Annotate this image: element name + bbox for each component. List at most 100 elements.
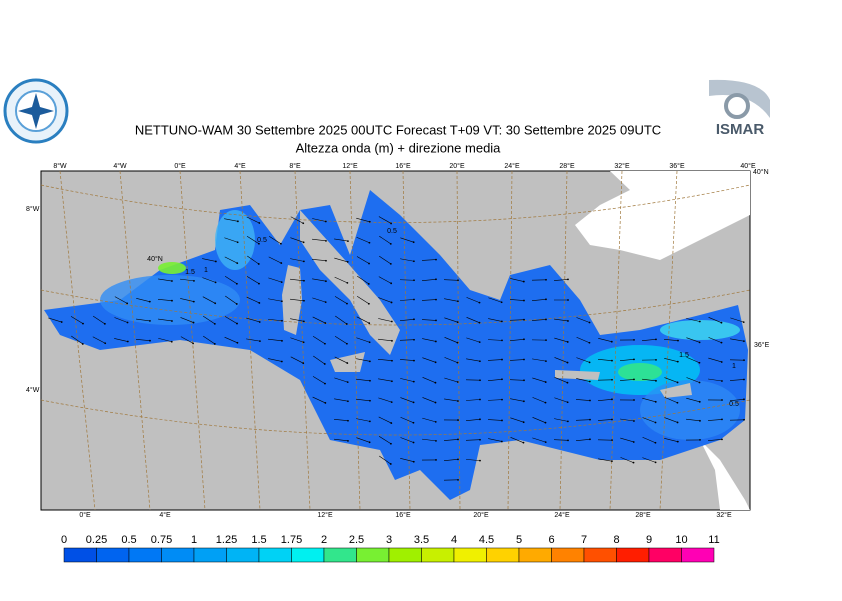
arrow-head xyxy=(236,323,238,325)
colorbar-box xyxy=(64,548,97,562)
arrow-head xyxy=(413,318,415,320)
colorbar-box xyxy=(552,548,585,562)
arrow-head xyxy=(435,421,437,423)
arrow-head xyxy=(435,459,437,461)
arrow-head xyxy=(567,299,569,301)
arrow-head xyxy=(171,341,173,343)
arrow-head xyxy=(655,461,657,463)
arrow-head xyxy=(413,442,415,444)
arrow-head xyxy=(214,302,216,304)
longitude-label: 12°E xyxy=(317,511,333,519)
arrow-head xyxy=(633,399,635,401)
arrow-head xyxy=(435,341,437,343)
arrow-head xyxy=(567,341,569,343)
arrow-head xyxy=(589,419,591,421)
longitude-label: 28°E xyxy=(635,511,651,519)
arrow-head xyxy=(281,340,283,342)
arrow-head xyxy=(633,420,635,422)
arrow-head xyxy=(324,383,326,385)
logo-left xyxy=(5,80,67,142)
arrow-head xyxy=(457,300,459,302)
arrow-head xyxy=(479,360,481,362)
arrow-head xyxy=(149,340,151,342)
arrow-head xyxy=(655,359,657,361)
arrow-head xyxy=(325,260,327,262)
colorbar-label: 3 xyxy=(386,534,392,546)
arrow-head xyxy=(611,398,613,400)
subtitle: Altezza onda (m) + direzione media xyxy=(296,140,502,155)
arrow-head xyxy=(743,398,745,400)
arrow-head xyxy=(391,360,393,362)
arrow-head xyxy=(567,382,569,384)
arrow-head xyxy=(413,260,415,262)
arrow-head xyxy=(501,420,503,422)
arrow-head xyxy=(368,263,370,265)
arrow-head xyxy=(192,343,194,345)
arrow-head xyxy=(391,302,393,304)
arrow-head xyxy=(523,421,525,423)
arrow-head xyxy=(346,343,348,345)
arrow-head xyxy=(127,322,129,324)
arrow-head xyxy=(237,342,239,344)
arrow-head xyxy=(545,360,547,362)
colorbar-box xyxy=(422,548,455,562)
arrow-head xyxy=(281,361,283,363)
colorbar-label: 1.5 xyxy=(251,534,266,546)
longitude-label: 32°E xyxy=(614,162,630,170)
arrow-head xyxy=(721,438,723,440)
colorbar-label: 4 xyxy=(451,534,457,546)
arrow-head xyxy=(501,339,503,341)
arrow-head xyxy=(215,282,217,284)
arrow-head xyxy=(237,220,239,222)
colorbar-label: 0 xyxy=(61,534,67,546)
arrow-head xyxy=(721,399,723,401)
arrow-head xyxy=(479,399,481,401)
arrow-head xyxy=(567,362,569,364)
arrow-head xyxy=(435,361,437,363)
arrow-head xyxy=(369,242,371,244)
arrow-head xyxy=(457,479,459,481)
arrow-head xyxy=(699,382,701,384)
arrow-head xyxy=(193,322,195,324)
arrow-head xyxy=(699,401,701,403)
colorbar-label: 1.75 xyxy=(281,534,302,546)
arrow-head xyxy=(699,321,701,323)
arrow-head xyxy=(721,361,723,363)
colorbar-box xyxy=(584,548,617,562)
colorbar-box xyxy=(454,548,487,562)
arrow-head xyxy=(677,422,679,424)
arrow-head xyxy=(391,401,393,403)
colorbar-label: 2.5 xyxy=(349,534,364,546)
arrow-head xyxy=(325,280,327,282)
arrow-head xyxy=(368,322,370,324)
arrow-head xyxy=(567,439,569,441)
arrow-head xyxy=(567,278,569,280)
longitude-label: 20°E xyxy=(449,162,465,170)
arrow-head xyxy=(589,361,591,363)
colorbar-box xyxy=(194,548,227,562)
longitude-label: 16°E xyxy=(395,162,411,170)
colorbar-label: 11 xyxy=(708,534,719,546)
arrow-head xyxy=(523,338,525,340)
arrow-head xyxy=(699,439,701,441)
arrow-head xyxy=(633,379,635,381)
contour-label: 1 xyxy=(204,267,208,274)
arrow-head xyxy=(126,302,128,304)
logo-right: ISMAR xyxy=(709,79,770,141)
colorbar-box xyxy=(162,548,195,562)
arrow-head xyxy=(324,322,326,324)
arrow-head xyxy=(347,420,349,422)
arrow-head xyxy=(214,323,216,325)
longitude-label: 20°E xyxy=(473,511,489,519)
longitude-label: 36°E xyxy=(754,341,770,349)
colorbar-label: 2 xyxy=(321,534,327,546)
arrow-head xyxy=(545,381,547,383)
colorbar-label: 4.5 xyxy=(479,534,494,546)
longitude-label: 16°E xyxy=(395,511,411,519)
contour-label: 0.5 xyxy=(387,228,397,235)
longitude-label: 4°W xyxy=(113,162,127,170)
colorbar-label: 1.25 xyxy=(216,534,237,546)
arrow-head xyxy=(479,302,481,304)
arrow-head xyxy=(523,379,525,381)
arrow-head xyxy=(721,419,723,421)
